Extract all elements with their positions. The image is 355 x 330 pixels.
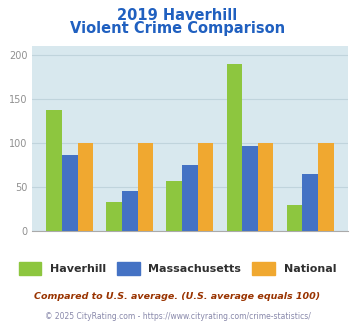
Text: Compared to U.S. average. (U.S. average equals 100): Compared to U.S. average. (U.S. average …: [34, 292, 321, 301]
Bar: [106, 202, 122, 231]
Bar: [62, 155, 77, 231]
Legend: Haverhill, Massachusetts, National: Haverhill, Massachusetts, National: [15, 258, 340, 279]
Bar: [138, 143, 153, 231]
Bar: [258, 143, 273, 231]
Bar: [318, 143, 334, 231]
Text: Violent Crime Comparison: Violent Crime Comparison: [70, 21, 285, 36]
Bar: [77, 143, 93, 231]
Bar: [182, 165, 198, 231]
Bar: [198, 143, 213, 231]
Bar: [46, 110, 62, 231]
Bar: [166, 181, 182, 231]
Text: 2019 Haverhill: 2019 Haverhill: [118, 8, 237, 23]
Bar: [122, 190, 138, 231]
Bar: [242, 146, 258, 231]
Bar: [287, 205, 302, 231]
Bar: [302, 174, 318, 231]
Text: © 2025 CityRating.com - https://www.cityrating.com/crime-statistics/: © 2025 CityRating.com - https://www.city…: [45, 312, 310, 321]
Bar: [226, 64, 242, 231]
